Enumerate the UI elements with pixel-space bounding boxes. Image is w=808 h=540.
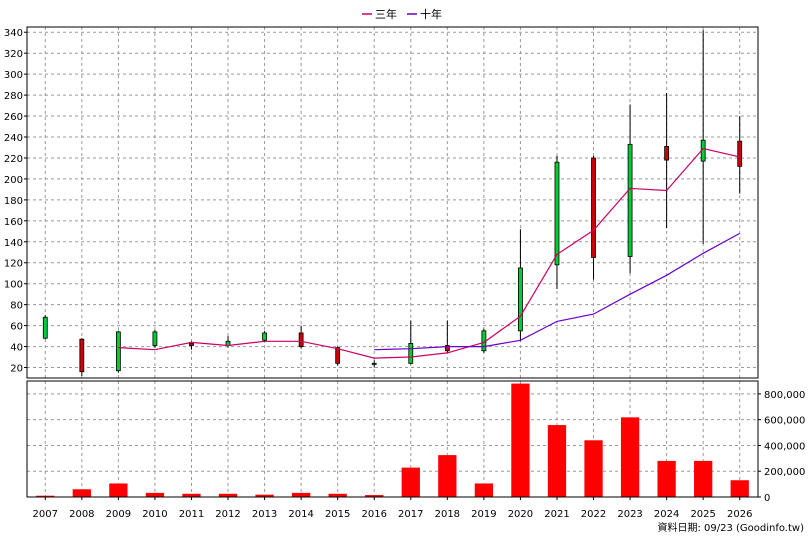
legend-label: 三年 bbox=[375, 7, 397, 21]
ma-line bbox=[118, 147, 740, 359]
volume-tick-label: 200,000 bbox=[764, 467, 805, 478]
x-tick-label: 2024 bbox=[654, 509, 679, 520]
volume-bar bbox=[36, 495, 55, 497]
candle-body bbox=[298, 332, 304, 347]
volume-bar bbox=[328, 493, 347, 497]
candle-body bbox=[444, 345, 450, 352]
x-tick-label: 2023 bbox=[617, 509, 642, 520]
price-tick-label: 320 bbox=[4, 49, 23, 60]
price-tick-label: 300 bbox=[4, 70, 23, 81]
chart-frames bbox=[26, 26, 759, 498]
x-tick-label: 2017 bbox=[398, 509, 423, 520]
volume-tick-label: 400,000 bbox=[764, 441, 805, 452]
candle-body bbox=[518, 267, 523, 332]
volume-grid bbox=[27, 381, 758, 497]
candle-body bbox=[627, 143, 633, 257]
ma-line bbox=[374, 232, 740, 351]
price-grid bbox=[27, 27, 758, 378]
volume-frame bbox=[26, 380, 759, 498]
volume-tick-label: 800,000 bbox=[764, 390, 805, 401]
volume-bar bbox=[291, 492, 311, 497]
volume-bar bbox=[255, 494, 274, 497]
x-tick-label: 2007 bbox=[33, 509, 58, 520]
x-tick-label: 2015 bbox=[325, 509, 350, 520]
candle-body bbox=[664, 146, 670, 161]
candle-body bbox=[408, 343, 414, 364]
volume-tick-label: 600,000 bbox=[764, 416, 805, 427]
x-tick-label: 2013 bbox=[252, 509, 277, 520]
candle-body bbox=[152, 331, 158, 346]
x-tick-label: 2022 bbox=[581, 509, 606, 520]
candle-body bbox=[79, 338, 85, 373]
price-tick-label: 200 bbox=[4, 175, 23, 186]
x-tick-label: 2008 bbox=[69, 509, 94, 520]
x-tick-label: 2010 bbox=[142, 509, 167, 520]
price-tick-label: 260 bbox=[4, 112, 23, 123]
candle-body bbox=[554, 161, 560, 266]
volume-bar bbox=[365, 495, 384, 497]
x-tick-label: 2011 bbox=[179, 509, 204, 520]
x-tick-label: 2014 bbox=[288, 509, 313, 520]
price-tick-label: 140 bbox=[4, 238, 23, 249]
x-tick-label: 2012 bbox=[215, 509, 240, 520]
volume-bar bbox=[438, 455, 457, 497]
candle-body bbox=[335, 347, 341, 364]
volume-bar bbox=[584, 440, 603, 497]
volume-bar bbox=[547, 425, 567, 497]
volume-bar bbox=[218, 493, 238, 497]
data-date-note: 資料日期: 09/23 (Goodinfo.tw) bbox=[657, 521, 804, 534]
price-tick-label: 120 bbox=[4, 259, 23, 270]
x-tick-label: 2020 bbox=[508, 509, 533, 520]
volume-bar bbox=[145, 492, 165, 497]
candle-body bbox=[42, 316, 48, 339]
volume-bar bbox=[511, 383, 530, 497]
x-tick-label: 2025 bbox=[690, 509, 715, 520]
volume-bar bbox=[694, 460, 713, 497]
price-tick-label: 80 bbox=[10, 301, 23, 312]
x-tick-label: 2026 bbox=[727, 509, 752, 520]
moving-average-lines bbox=[118, 147, 740, 359]
volume-bar bbox=[730, 480, 749, 497]
volume-bar bbox=[109, 483, 128, 497]
candle-body bbox=[371, 362, 377, 365]
price-tick-label: 20 bbox=[10, 364, 23, 375]
candle-body bbox=[262, 332, 267, 341]
price-tick-label: 60 bbox=[10, 322, 23, 333]
x-tick-label: 2021 bbox=[544, 509, 569, 520]
x-tick-label: 2009 bbox=[106, 509, 131, 520]
legend: 三年 十年 bbox=[362, 7, 442, 21]
volume-bar bbox=[401, 467, 420, 497]
volume-bar bbox=[474, 483, 494, 497]
x-tick-label: 2019 bbox=[471, 509, 496, 520]
price-tick-label: 240 bbox=[4, 133, 23, 144]
volume-bar bbox=[72, 489, 91, 497]
candle-body bbox=[737, 140, 743, 167]
volume-tick-label: 0 bbox=[764, 493, 770, 504]
price-tick-label: 340 bbox=[4, 28, 23, 39]
price-frame bbox=[26, 26, 759, 379]
candle-body bbox=[591, 157, 596, 258]
candle-body bbox=[115, 331, 121, 372]
price-tick-label: 220 bbox=[4, 154, 23, 165]
axis-labels: 20 40 60 80 100 120 140 160 180 200 220 240 260 280 30… bbox=[4, 28, 805, 520]
price-tick-label: 40 bbox=[10, 343, 23, 354]
candles bbox=[42, 30, 743, 376]
volume-bar bbox=[620, 417, 640, 497]
price-tick-label: 160 bbox=[4, 217, 23, 228]
legend-label: 十年 bbox=[420, 7, 442, 21]
x-tick-label: 2016 bbox=[361, 509, 386, 520]
price-tick-label: 180 bbox=[4, 196, 23, 207]
volume-bars bbox=[36, 383, 749, 497]
volume-bar bbox=[657, 460, 676, 497]
price-tick-label: 100 bbox=[4, 280, 23, 291]
price-tick-label: 280 bbox=[4, 91, 23, 102]
candle-body bbox=[189, 343, 194, 346]
volume-bar bbox=[182, 493, 201, 497]
x-tick-label: 2018 bbox=[435, 509, 460, 520]
